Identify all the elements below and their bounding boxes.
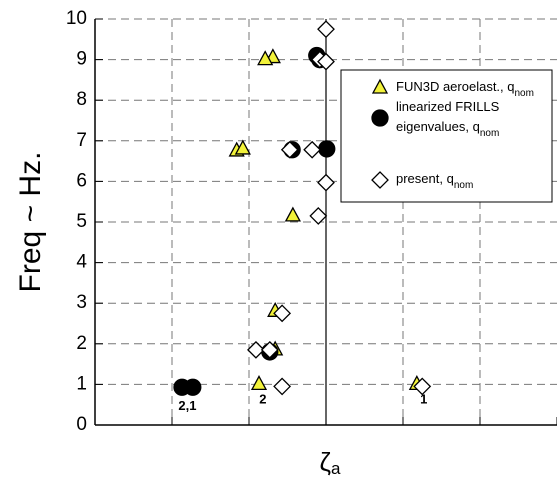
y-tick-label: 8 [76, 89, 87, 110]
point [280, 140, 299, 159]
y-tick-label: 5 [76, 211, 87, 232]
legend-text: present, q [396, 171, 454, 186]
legend-label: eigenvalues, qnom [396, 119, 499, 138]
x-axis-label: ζa [320, 447, 341, 479]
legend-subscript: nom [515, 88, 534, 99]
x-axis-label-sub: a [331, 459, 341, 478]
y-tick-label: 6 [76, 170, 87, 191]
point [413, 377, 432, 396]
point [257, 50, 274, 66]
point [247, 340, 265, 359]
legend-label: linearized FRILLS [396, 99, 500, 114]
y-tick-label: 0 [76, 414, 87, 435]
annotation: 2,1 [178, 398, 196, 413]
legend-text: FUN3D aeroelast., q [396, 79, 515, 94]
x-axis-label-main: ζ [320, 447, 331, 477]
point [317, 20, 335, 39]
y-tick-label: 9 [76, 49, 87, 70]
y-tick-label: 3 [76, 292, 87, 313]
legend-label: FUN3D aeroelast., qnom [396, 79, 534, 98]
point [309, 206, 328, 225]
point [260, 340, 279, 359]
annotation: 2 [259, 391, 266, 406]
legend-marker [371, 78, 389, 94]
point [273, 304, 292, 323]
point [250, 375, 268, 391]
legend-text: eigenvalues, q [396, 119, 480, 134]
point [317, 52, 335, 71]
y-tick-label: 2 [76, 333, 87, 354]
y-tick-label: 10 [66, 8, 87, 29]
point [234, 139, 251, 155]
y-tick-label: 1 [76, 373, 87, 394]
y-tick-label: 7 [76, 130, 87, 151]
point [303, 140, 322, 159]
legend-subscript: nom [454, 180, 473, 191]
point [318, 140, 336, 158]
legend-subscript: nom [480, 128, 499, 139]
point [273, 377, 292, 396]
point [184, 378, 202, 396]
y-axis-label: Freq ~ Hz. [14, 152, 47, 293]
point [317, 173, 335, 192]
annotation: 1 [420, 391, 427, 406]
y-tick-label: 4 [76, 252, 87, 273]
legend-marker [371, 109, 389, 127]
legend-label: present, qnom [396, 171, 473, 190]
point [284, 206, 301, 222]
legend-text: linearized FRILLS [396, 99, 500, 114]
legend-marker [371, 171, 389, 189]
